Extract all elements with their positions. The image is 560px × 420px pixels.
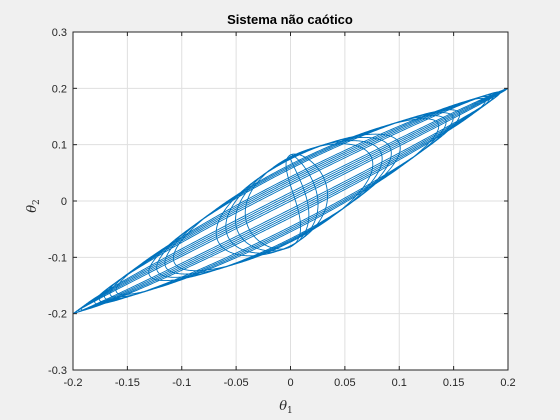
x-tick-label: 0.1 [392,377,407,389]
x-tick-label: -0.15 [115,377,140,389]
x-tick-label: -0.2 [64,377,83,389]
y-axis-label: θ2 [25,199,42,213]
y-tick-label: -0.3 [48,365,67,377]
x-axis-label: θ1 [279,399,293,416]
y-tick-labels: -0.3 -0.2 -0.1 0 0.1 0.2 0.3 [48,27,67,377]
y-tick-label: -0.2 [48,309,67,321]
y-tick-label: 0.3 [52,27,67,39]
x-tick-label: 0 [287,377,293,389]
ticks [72,31,509,371]
y-tick-label: -0.1 [48,252,67,264]
x-axis-label-symbol: θ [279,399,287,414]
x-axis-label-subscript: 1 [287,406,293,416]
y-tick-label: 0.2 [52,83,67,95]
chart-title: Sistema não caótico [227,12,353,27]
x-tick-label: 0.2 [500,377,515,389]
series-line-trajectory [73,87,508,314]
x-tick-label: -0.1 [172,377,191,389]
y-axis-label-symbol: θ [25,205,40,213]
y-tick-label: 0.1 [52,140,67,152]
y-axis-label-subscript: 2 [32,199,42,205]
y-tick-label: 0 [61,196,67,208]
x-tick-labels: -0.2 -0.15 -0.1 -0.05 0 0.05 0.1 0.15 0.2 [64,377,516,389]
x-tick-label: -0.05 [224,377,249,389]
x-tick-label: 0.05 [334,377,355,389]
x-tick-label: 0.15 [443,377,464,389]
